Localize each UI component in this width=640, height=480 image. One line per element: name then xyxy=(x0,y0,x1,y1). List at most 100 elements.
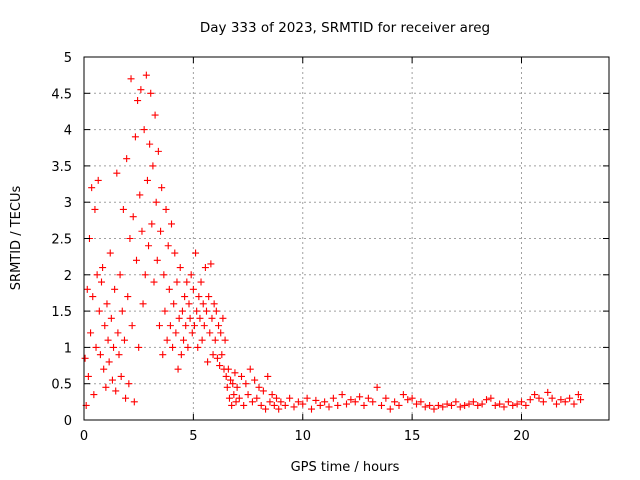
data-point xyxy=(522,401,530,409)
data-point xyxy=(434,401,442,409)
data-point xyxy=(224,365,232,373)
data-point xyxy=(158,184,166,192)
data-point xyxy=(509,401,517,409)
data-point xyxy=(491,401,499,409)
data-point xyxy=(195,293,203,301)
data-point xyxy=(152,198,160,206)
data-point xyxy=(111,285,119,293)
data-point xyxy=(443,400,451,408)
data-point xyxy=(369,398,377,406)
data-point xyxy=(478,400,486,408)
data-point xyxy=(574,391,582,399)
data-point xyxy=(548,394,556,402)
y-tick-label: 3 xyxy=(64,196,72,211)
data-point xyxy=(178,307,186,315)
y-axis-title: SRMTID / TECUs xyxy=(9,186,24,291)
data-point xyxy=(217,329,225,337)
data-point xyxy=(149,162,157,170)
data-point xyxy=(138,227,146,235)
x-tick-label: 15 xyxy=(404,429,421,444)
data-point xyxy=(107,314,115,322)
data-point xyxy=(130,398,138,406)
data-point xyxy=(518,398,525,406)
data-point xyxy=(238,372,245,380)
data-point xyxy=(125,380,133,388)
data-point xyxy=(426,401,434,409)
data-point xyxy=(157,227,165,235)
data-point xyxy=(153,256,161,264)
data-point xyxy=(526,396,534,404)
x-tick-label: 20 xyxy=(513,429,530,444)
data-point xyxy=(119,205,127,213)
data-point xyxy=(83,285,91,293)
data-point xyxy=(123,155,131,163)
data-point xyxy=(200,322,208,330)
data-point xyxy=(338,391,346,399)
data-point xyxy=(290,403,298,411)
data-point xyxy=(193,307,201,315)
data-point xyxy=(356,393,364,401)
y-tick-label: 3.5 xyxy=(51,160,72,175)
y-tick-label: 4 xyxy=(64,124,72,139)
data-point xyxy=(312,396,320,404)
data-point xyxy=(413,400,420,408)
data-point xyxy=(151,111,159,119)
data-point xyxy=(180,336,188,344)
y-tick-label: 4.5 xyxy=(51,87,72,102)
data-point xyxy=(92,343,100,351)
data-point xyxy=(93,271,101,279)
data-point xyxy=(122,394,130,402)
data-point xyxy=(139,300,147,308)
data-point xyxy=(294,398,302,406)
data-point xyxy=(115,351,123,359)
data-point xyxy=(206,329,214,337)
data-point xyxy=(113,169,121,177)
data-point xyxy=(496,400,504,408)
data-point xyxy=(395,401,403,409)
data-point xyxy=(131,133,139,141)
data-point xyxy=(127,75,135,83)
data-point xyxy=(204,358,212,366)
data-point xyxy=(228,401,236,409)
data-point xyxy=(174,365,182,373)
data-point xyxy=(137,86,145,94)
data-point xyxy=(87,329,95,337)
data-point xyxy=(184,343,192,351)
data-point xyxy=(154,147,162,155)
data-point xyxy=(99,264,107,272)
data-point xyxy=(255,383,263,391)
data-point xyxy=(106,249,114,257)
data-point xyxy=(170,300,178,308)
data-point xyxy=(391,398,399,406)
grid-lines xyxy=(84,57,609,420)
data-point xyxy=(166,322,174,330)
data-point xyxy=(95,307,103,315)
data-point xyxy=(155,322,163,330)
data-point xyxy=(182,322,190,330)
data-point xyxy=(171,249,179,257)
data-point xyxy=(553,400,560,408)
data-point xyxy=(223,383,231,391)
data-point xyxy=(270,401,278,409)
data-point xyxy=(146,140,154,148)
data-point xyxy=(231,369,239,377)
data-point xyxy=(126,235,134,242)
data-point xyxy=(268,391,276,399)
data-point xyxy=(100,365,108,373)
data-point xyxy=(128,322,136,330)
data-point xyxy=(197,278,205,286)
data-point xyxy=(94,176,102,184)
data-point xyxy=(286,394,294,402)
data-point xyxy=(145,242,153,250)
data-point xyxy=(230,391,238,399)
data-point xyxy=(316,401,324,409)
data-point xyxy=(88,184,96,192)
data-point xyxy=(142,71,150,79)
data-point xyxy=(570,400,578,408)
data-point xyxy=(110,343,118,351)
data-point xyxy=(253,394,261,402)
data-point xyxy=(262,405,270,413)
data-point xyxy=(240,401,248,409)
data-point xyxy=(141,271,149,279)
data-points xyxy=(81,71,585,413)
